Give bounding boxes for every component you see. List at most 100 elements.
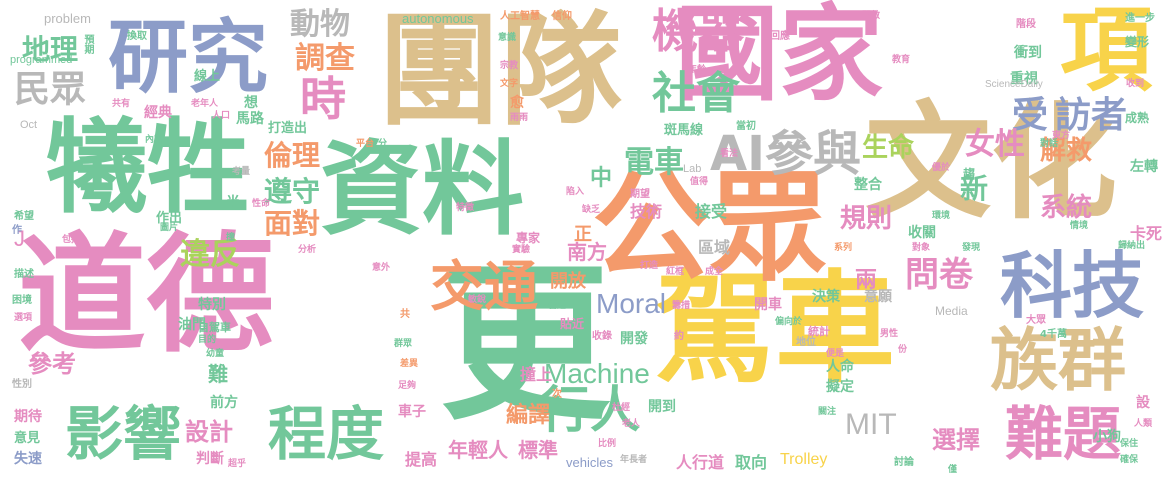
- word-duihua: 對話: [1040, 139, 1059, 149]
- word-xingren: 行人: [540, 381, 640, 439]
- word-mudi: 目的: [198, 335, 217, 345]
- word-guinachu: 歸納出: [1118, 241, 1146, 251]
- word-quefa: 缺乏: [582, 205, 601, 215]
- word-minzhong: 民眾: [14, 69, 87, 110]
- word-jingdian: 經典: [144, 105, 172, 121]
- word-hongkuang: 紅框: [666, 267, 685, 277]
- word-jieduan: 階段: [1016, 19, 1036, 30]
- word-tupian: 圖片: [160, 223, 179, 233]
- word-autonomous: autonomous: [402, 11, 474, 26]
- word-nan: 難: [208, 362, 228, 386]
- word-tiejin: 貼近: [560, 317, 585, 331]
- word-tezheng: 特徵: [456, 203, 475, 213]
- word-nanfang: 南方: [567, 240, 607, 264]
- word-wenzi: 文字: [500, 79, 519, 89]
- word-zhongshi: 重視: [1010, 71, 1038, 87]
- word-gongyou: 共有: [112, 99, 131, 109]
- word-gong: 共: [400, 309, 410, 320]
- word-chouchuo: 籌措: [672, 301, 691, 311]
- word-zuochu: 作出: [156, 211, 183, 226]
- word-zhuanjia: 專家: [516, 231, 541, 245]
- word-qingjing: 情境: [1070, 221, 1089, 231]
- word-bianxing: 變形: [1125, 35, 1150, 49]
- word-zhuangshang: 撞上: [520, 365, 553, 384]
- word-dianche: 電車: [624, 145, 684, 180]
- word-pianxiangyu: 偏向於: [775, 317, 803, 327]
- word-huanjing: 環境: [932, 211, 951, 221]
- word-lunli: 倫理: [264, 139, 321, 172]
- word-shou: 受: [1012, 95, 1049, 136]
- word-qu: 趨: [963, 167, 976, 181]
- word-quxiang: 取向: [735, 453, 768, 472]
- word-panduan: 判斷: [196, 451, 224, 467]
- word-cankao: 參考: [28, 350, 76, 378]
- word-problem: problem: [44, 11, 91, 26]
- word-yanjiu: 研究: [108, 11, 268, 104]
- word-chengshu: 成熟: [1125, 111, 1150, 125]
- word-jiaoyu: 教育: [892, 55, 911, 65]
- word-yuqi: 預期: [82, 34, 93, 54]
- word-zunshou: 遵守: [264, 175, 321, 208]
- word-xilie: 系列: [834, 243, 853, 253]
- word-shoudao: 收到: [1126, 79, 1145, 89]
- word-tuandui: 團隊: [378, 0, 622, 142]
- word-kunjing: 困境: [12, 295, 32, 306]
- word-kaiqi: 開啟: [862, 11, 881, 21]
- word-nianzhangzhe: 年長者: [620, 455, 648, 465]
- word-qianfang: 前方: [210, 395, 238, 411]
- word-youyu: 優於: [932, 163, 951, 173]
- word-fen: 分: [378, 139, 388, 149]
- word-ai: AI參與: [710, 126, 862, 182]
- word-tebie: 特別: [198, 297, 226, 313]
- word-xuanze: 選擇: [932, 426, 980, 454]
- word-jiaotong: 交通: [430, 255, 538, 318]
- word-renming: 人命: [826, 359, 854, 375]
- word-yiban: 一半: [212, 195, 240, 211]
- word-fangzhe: 訪者: [1055, 95, 1128, 136]
- word-nvxing: 女性: [965, 127, 1025, 162]
- word-youtong: 幼童: [206, 349, 225, 359]
- word-xingbie: 性別: [12, 379, 32, 390]
- word-shiyan: 實驗: [512, 245, 531, 255]
- word-xiang: 想: [244, 95, 258, 111]
- word-fenxi: 分析: [298, 245, 317, 255]
- word-daode: 道德: [18, 221, 275, 370]
- word-kaiche: 開車: [754, 297, 782, 313]
- word-quebao: 確保: [1120, 455, 1139, 465]
- word-zheng: 正: [574, 224, 592, 245]
- word-dazao: 打造: [640, 261, 659, 271]
- word-zhide: 值得: [690, 177, 709, 187]
- word-siqianwan: 4千萬: [1040, 329, 1067, 340]
- word-jiqi: 機器: [652, 4, 744, 58]
- word-xiaogou: 小狗: [1093, 429, 1121, 445]
- word-xinyang: 信仰: [552, 11, 572, 22]
- word-kaidao: 開到: [648, 399, 676, 415]
- word-faxian: 發現: [962, 243, 981, 253]
- word-guojia: 國家: [675, 0, 884, 115]
- word-neirong: 內容: [145, 135, 164, 145]
- word-xingming: 性命: [252, 199, 271, 209]
- word-zhuang: 撞: [226, 233, 236, 243]
- word-xitong: 系統: [1040, 193, 1093, 223]
- word-oct: Oct: [20, 119, 38, 131]
- word-yu: 愈: [510, 95, 524, 111]
- word-shisu: 失速: [14, 451, 42, 467]
- word-lab: Lab: [683, 163, 702, 175]
- word-chezi: 車子: [398, 404, 426, 420]
- word-biaozhun: 標準: [518, 438, 558, 462]
- word-xiwang: 希望: [14, 211, 34, 222]
- word-yuyu: 雨雨: [510, 113, 529, 123]
- word-kaoliang: 考量: [232, 167, 251, 177]
- word-keji: 科技: [1000, 244, 1145, 328]
- word-programmed: programmed: [10, 54, 73, 66]
- word-mit: MIT: [845, 408, 897, 441]
- word-shehui: 社會: [652, 68, 740, 119]
- word-bianshi: 便是: [826, 349, 845, 359]
- word-guandao: 管道: [548, 301, 567, 311]
- word-bili: 比例: [598, 439, 617, 449]
- word-juece: 決策: [812, 289, 840, 305]
- word-diwei: 地位: [796, 337, 816, 348]
- word-dili: 地理: [22, 33, 79, 66]
- word-xin: 新: [960, 172, 989, 205]
- word-j: J: [14, 226, 25, 251]
